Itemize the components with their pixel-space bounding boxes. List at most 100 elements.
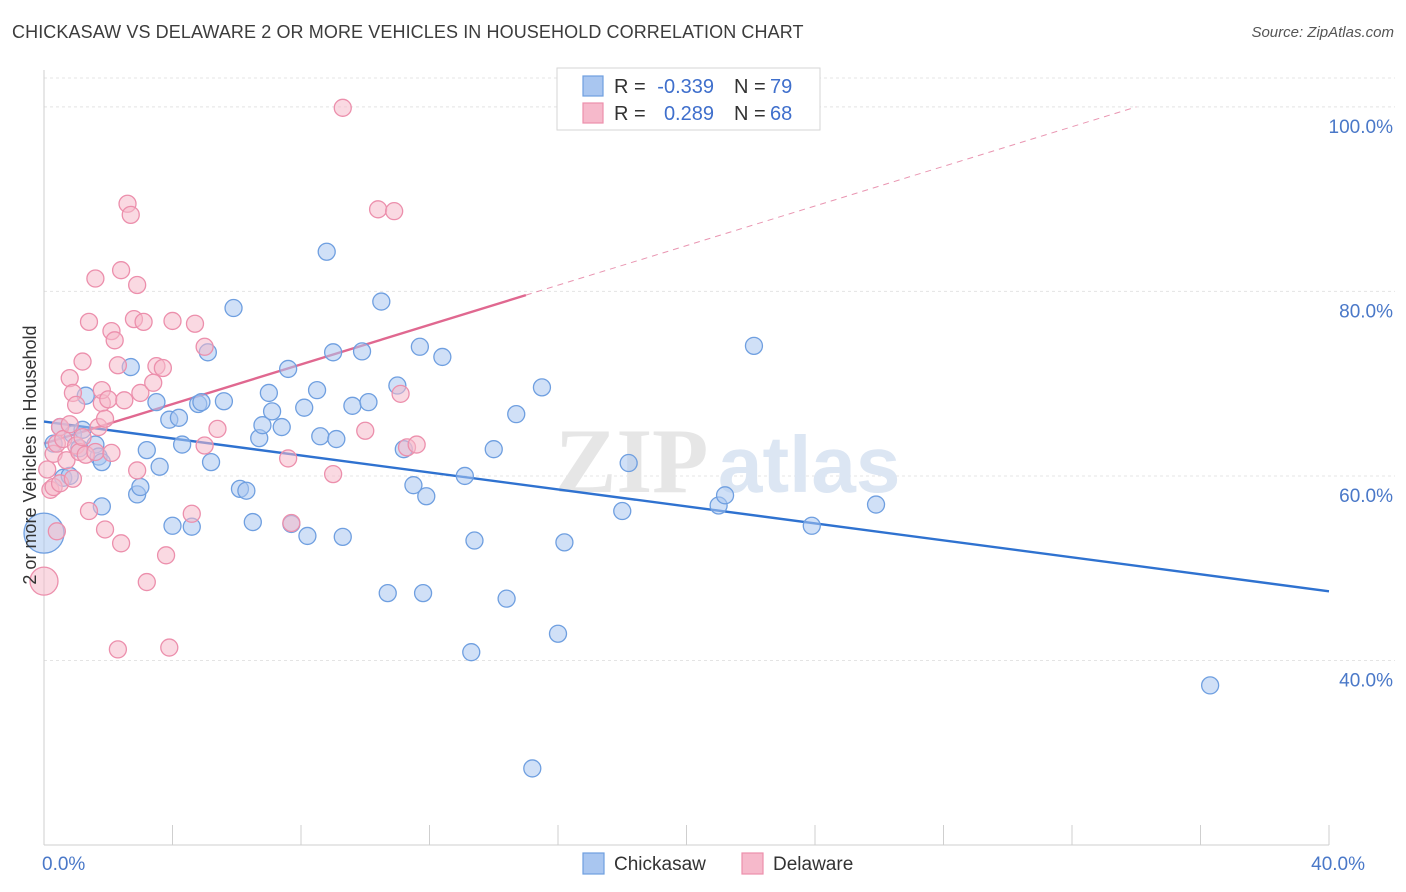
chickasaw-point-47	[333, 527, 352, 546]
legend-n-label-1: N =	[734, 76, 766, 98]
chickasaw-point-71	[619, 453, 638, 473]
delaware-point-63	[368, 200, 388, 219]
watermark: ZIP atlas	[555, 410, 900, 512]
delaware-point-49	[153, 358, 173, 378]
legend-n-value-2: 68	[770, 103, 792, 125]
chickasaw-point-76	[866, 495, 886, 514]
delaware-point-6	[47, 522, 66, 541]
legend-n-label-2: N =	[734, 103, 766, 125]
chart-title: CHICKASAW VS DELAWARE 2 OR MORE VEHICLES…	[12, 22, 804, 42]
axes	[43, 70, 1330, 846]
delaware-point-23	[86, 442, 105, 462]
chickasaw-point-17	[147, 392, 166, 412]
delaware-point-22	[79, 501, 99, 521]
delaware-point-24	[86, 269, 105, 288]
chickasaw-point-70	[613, 501, 632, 521]
chickasaw-point-46	[327, 429, 346, 449]
tick-labels: 40.0% 60.0% 80.0% 100.0% 0.0% 40.0%	[42, 117, 1393, 875]
legend-n-value-1: 79	[770, 76, 792, 98]
y-tick-label-0: 40.0%	[1339, 670, 1393, 691]
chickasaw-point-59	[433, 347, 452, 367]
delaware-point-42	[128, 275, 147, 295]
chickasaw-point-43	[311, 427, 330, 446]
series-legend: Chickasaw Delaware	[582, 852, 853, 875]
delaware-point-59	[282, 513, 301, 533]
chickasaw-point-73	[715, 486, 735, 505]
chickasaw-point-44	[317, 242, 336, 261]
delaware-point-13	[63, 469, 83, 488]
chickasaw-point-15	[131, 477, 150, 497]
delaware-point-33	[105, 331, 124, 350]
chickasaw-trend-line	[43, 420, 1330, 593]
delaware-point-40	[121, 205, 140, 225]
y-axis-label: 2 or more Vehicles in Household	[20, 325, 40, 584]
chickasaw-point-55	[404, 476, 423, 495]
delaware-point-64	[385, 202, 404, 221]
delaware-point-35	[108, 356, 128, 375]
delaware-point-29	[95, 409, 115, 428]
delaware-point-36	[111, 261, 131, 280]
bottom-legend-swatch-chickasaw	[582, 852, 605, 875]
chickasaw-point-75	[802, 516, 821, 535]
chickasaw-point-52	[378, 583, 397, 603]
chickasaw-point-68	[548, 624, 568, 643]
chickasaw-point-34	[253, 416, 272, 435]
chickasaw-point-21	[169, 408, 189, 427]
chickasaw-point-50	[359, 392, 378, 412]
chickasaw-point-57	[413, 583, 433, 603]
watermark-atlas: atlas	[718, 420, 900, 509]
delaware-point-53	[182, 504, 201, 523]
delaware-point-21	[79, 312, 99, 332]
bottom-legend-label-delaware: Delaware	[773, 854, 853, 875]
delaware-point-45	[134, 312, 153, 332]
delaware-point-10	[57, 451, 76, 470]
delaware-point-62	[356, 421, 375, 440]
chickasaw-point-32	[243, 512, 262, 532]
chickasaw-point-29	[224, 298, 243, 318]
chickasaw-point-36	[262, 402, 282, 421]
delaware-point-16	[66, 395, 86, 415]
chickasaw-point-28	[214, 392, 234, 411]
x-tick-label-0: 0.0%	[42, 854, 85, 875]
legend-r-label-2: R =	[614, 103, 646, 125]
chickasaw-point-56	[410, 337, 430, 356]
chickasaw-point-37	[272, 417, 291, 437]
delaware-point-11	[60, 415, 79, 434]
chickasaw-point-38	[278, 359, 298, 379]
delaware-point-51	[160, 638, 179, 657]
chickasaw-point-74	[744, 336, 764, 356]
delaware-point-12	[60, 369, 79, 388]
delaware-point-0	[29, 566, 59, 596]
x-tick-label-1: 40.0%	[1311, 854, 1365, 875]
chickasaw-point-66	[523, 759, 542, 778]
chickasaw-point-67	[532, 378, 552, 397]
delaware-point-30	[99, 390, 118, 409]
delaware-point-55	[195, 436, 214, 455]
chickasaw-point-62	[465, 531, 484, 550]
chickasaw-point-18	[150, 457, 169, 476]
delaware-point-46	[137, 572, 156, 592]
delaware-point-56	[195, 337, 214, 356]
chickasaw-point-60	[455, 466, 474, 486]
delaware-point-1	[38, 460, 57, 479]
delaware-point-43	[128, 461, 147, 480]
chickasaw-point-69	[555, 533, 574, 552]
bottom-legend-label-chickasaw: Chickasaw	[614, 854, 706, 875]
delaware-point-37	[111, 534, 131, 553]
legend-swatch-delaware	[582, 102, 604, 124]
delaware-point-18	[73, 428, 92, 447]
chickasaw-point-40	[295, 398, 314, 417]
delaware-point-34	[108, 640, 128, 659]
delaware-point-61	[333, 98, 352, 117]
delaware-point-52	[163, 311, 182, 331]
chickasaw-point-16	[137, 440, 156, 460]
chickasaw-point-27	[201, 452, 221, 472]
delaware-point-50	[156, 546, 176, 565]
chickasaw-point-35	[259, 383, 279, 403]
delaware-trend-extension	[525, 106, 1137, 296]
delaware-point-28	[95, 520, 115, 539]
legend-swatch-chickasaw	[582, 75, 604, 97]
delaware-point-67	[407, 435, 426, 454]
y-tick-label-3: 100.0%	[1329, 117, 1394, 138]
